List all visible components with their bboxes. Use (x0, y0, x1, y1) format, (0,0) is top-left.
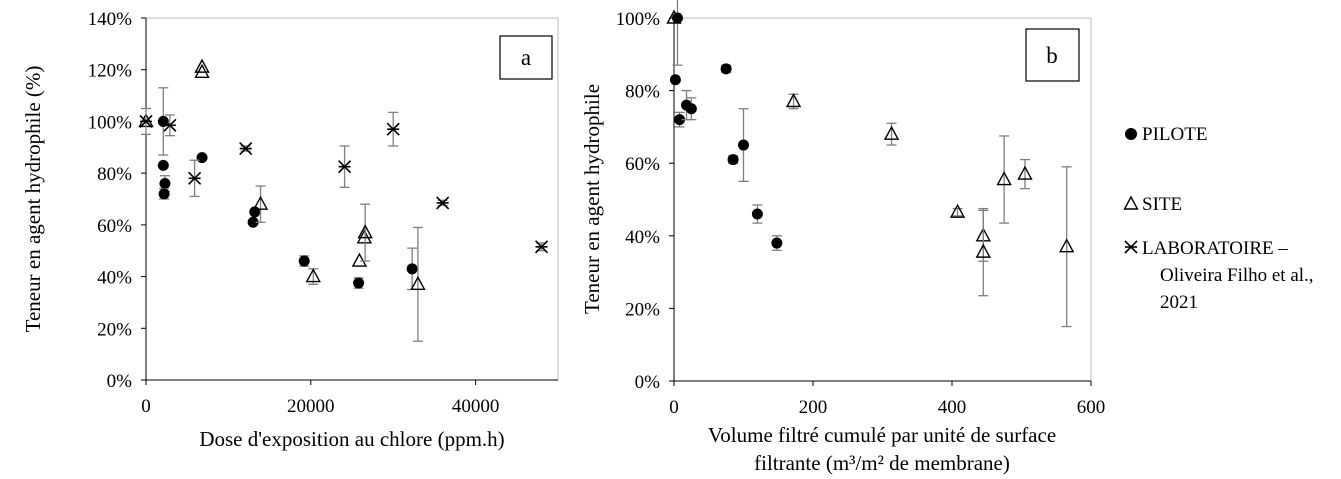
legend-pilote-marker (1125, 128, 1137, 140)
panel-b-y-tick-label: 100% (616, 9, 661, 30)
error-bar (952, 207, 963, 217)
panel-a-y-ticks: 0% 20% 40% 60% 80% 100% 120% 140% (88, 9, 146, 392)
site-point (1058, 238, 1075, 253)
panel-a-x-ticks: 0 20000 40000 (141, 380, 499, 417)
panel-b-x-tick-label: 0 (669, 397, 679, 418)
pilote-point (157, 115, 169, 127)
pilote-point (196, 152, 208, 164)
pilote-point (738, 139, 749, 151)
labo-point (239, 142, 253, 156)
panel-b-y-tick-label: 0% (635, 372, 661, 393)
legend-site-label: SITE (1142, 194, 1182, 215)
site-point (356, 229, 373, 244)
error-bar (1019, 158, 1030, 190)
panel-a-y-tick-label: 20% (97, 319, 132, 340)
site-point (410, 275, 426, 291)
legend-labo-marker (1124, 240, 1138, 254)
error-bar (978, 207, 989, 297)
pilote-point (406, 263, 418, 275)
site-point (252, 195, 269, 210)
panel-b-y-ticks: 0% 20% 40% 60% 80% 100% (616, 9, 674, 393)
site-point (194, 58, 210, 73)
panel-b: 0% 20% 40% 60% 80% 100% 0 200 400 600 b Volume f… (580, 0, 1105, 475)
panel-b-marks (666, 0, 1075, 328)
site-point (975, 243, 991, 258)
legend-labo-label-line3: 2021 (1160, 292, 1198, 313)
legend-pilote-label: PILOTE (1142, 124, 1207, 145)
panel-b-x-tick-label: 200 (799, 397, 828, 418)
pilote-point (685, 103, 697, 115)
error-bar (412, 226, 423, 342)
legend-labo-label-line1: LABORATOIRE – (1142, 238, 1288, 259)
panel-a-y-tick-label: 0% (107, 371, 133, 392)
panel-b-x-axis-title-line1: Volume filtré cumulé par unité de surfac… (708, 423, 1056, 447)
panel-a-y-tick-label: 80% (97, 164, 132, 185)
site-point (1017, 165, 1033, 180)
panel-b-y-tick-label: 20% (625, 299, 660, 320)
panel-a-x-tick-label: 40000 (452, 396, 500, 417)
panel-b-x-axis-title-line2: filtrante (m³/m² de membrane) (754, 451, 1010, 475)
panel-a-x-tick-label: 20000 (287, 396, 335, 417)
panel-a-y-tick-label: 140% (88, 9, 133, 30)
pilote-point (157, 159, 169, 171)
panel-b-y-tick-label: 80% (625, 82, 660, 103)
panel-b-label-box (1025, 28, 1080, 82)
panel-a-label-box (499, 35, 553, 80)
panel-a-x-tick-label: 0 (141, 396, 151, 417)
site-point (996, 171, 1012, 186)
labo-point (139, 114, 153, 128)
site-point (666, 9, 682, 24)
panel-b-y-tick-label: 60% (625, 154, 660, 175)
panel-b-y-axis-title: Teneur en agent hydrophile (580, 84, 604, 314)
error-bar (360, 203, 371, 262)
site-point (883, 125, 900, 140)
pilote-point (669, 74, 681, 86)
pilote-point (720, 63, 732, 75)
labo-point (436, 196, 450, 210)
site-point (949, 203, 966, 218)
pilote-point (247, 216, 259, 228)
site-point (785, 93, 802, 108)
pilote-point (771, 237, 783, 249)
legend-labo-label-line2: Oliveira Filho et al., (1160, 265, 1314, 286)
panel-a-y-tick-label: 100% (88, 112, 133, 133)
legend: PILOTE SITE LABORATOIRE – Oliveira Filho… (1123, 124, 1314, 313)
labo-point (386, 122, 400, 136)
panel-a: 0% 20% 40% 60% 80% 100% 120% 140% 0 20000 40000 a… (21, 9, 559, 451)
pilote-point (158, 188, 170, 200)
panel-b-x-tick-label: 600 (1077, 397, 1106, 418)
site-point (357, 224, 373, 239)
panel-b-label: b (1046, 43, 1058, 68)
error-bar (999, 135, 1010, 224)
panel-a-y-tick-label: 60% (97, 216, 132, 237)
panel-b-x-tick-label: 400 (938, 397, 967, 418)
panel-a-y-tick-label: 40% (97, 268, 132, 289)
labo-point (163, 118, 177, 132)
site-point (305, 268, 321, 283)
pilote-point (159, 177, 171, 189)
panel-a-x-axis-title: Dose d'exposition au chlore (ppm.h) (199, 427, 504, 451)
labo-point (338, 160, 352, 174)
site-point (351, 252, 368, 267)
error-bar (1061, 166, 1072, 328)
pilote-point (353, 277, 365, 289)
site-point (194, 63, 210, 79)
panel-a-y-tick-label: 120% (88, 61, 133, 82)
labo-point (188, 171, 202, 185)
panel-a-y-axis-title: Teneur en agent hydrophile (%) (21, 66, 45, 333)
error-bar (255, 185, 266, 223)
pilote-point (727, 154, 739, 166)
legend-site-marker (1123, 195, 1139, 210)
labo-point (534, 240, 549, 254)
panel-b-x-ticks: 0 200 400 600 (669, 381, 1105, 418)
panel-a-label: a (521, 45, 531, 70)
panel-a-marks (138, 58, 549, 342)
pilote-point (751, 208, 763, 220)
pilote-point (674, 114, 686, 126)
panel-b-y-tick-label: 40% (625, 227, 660, 248)
pilote-point (298, 255, 310, 267)
